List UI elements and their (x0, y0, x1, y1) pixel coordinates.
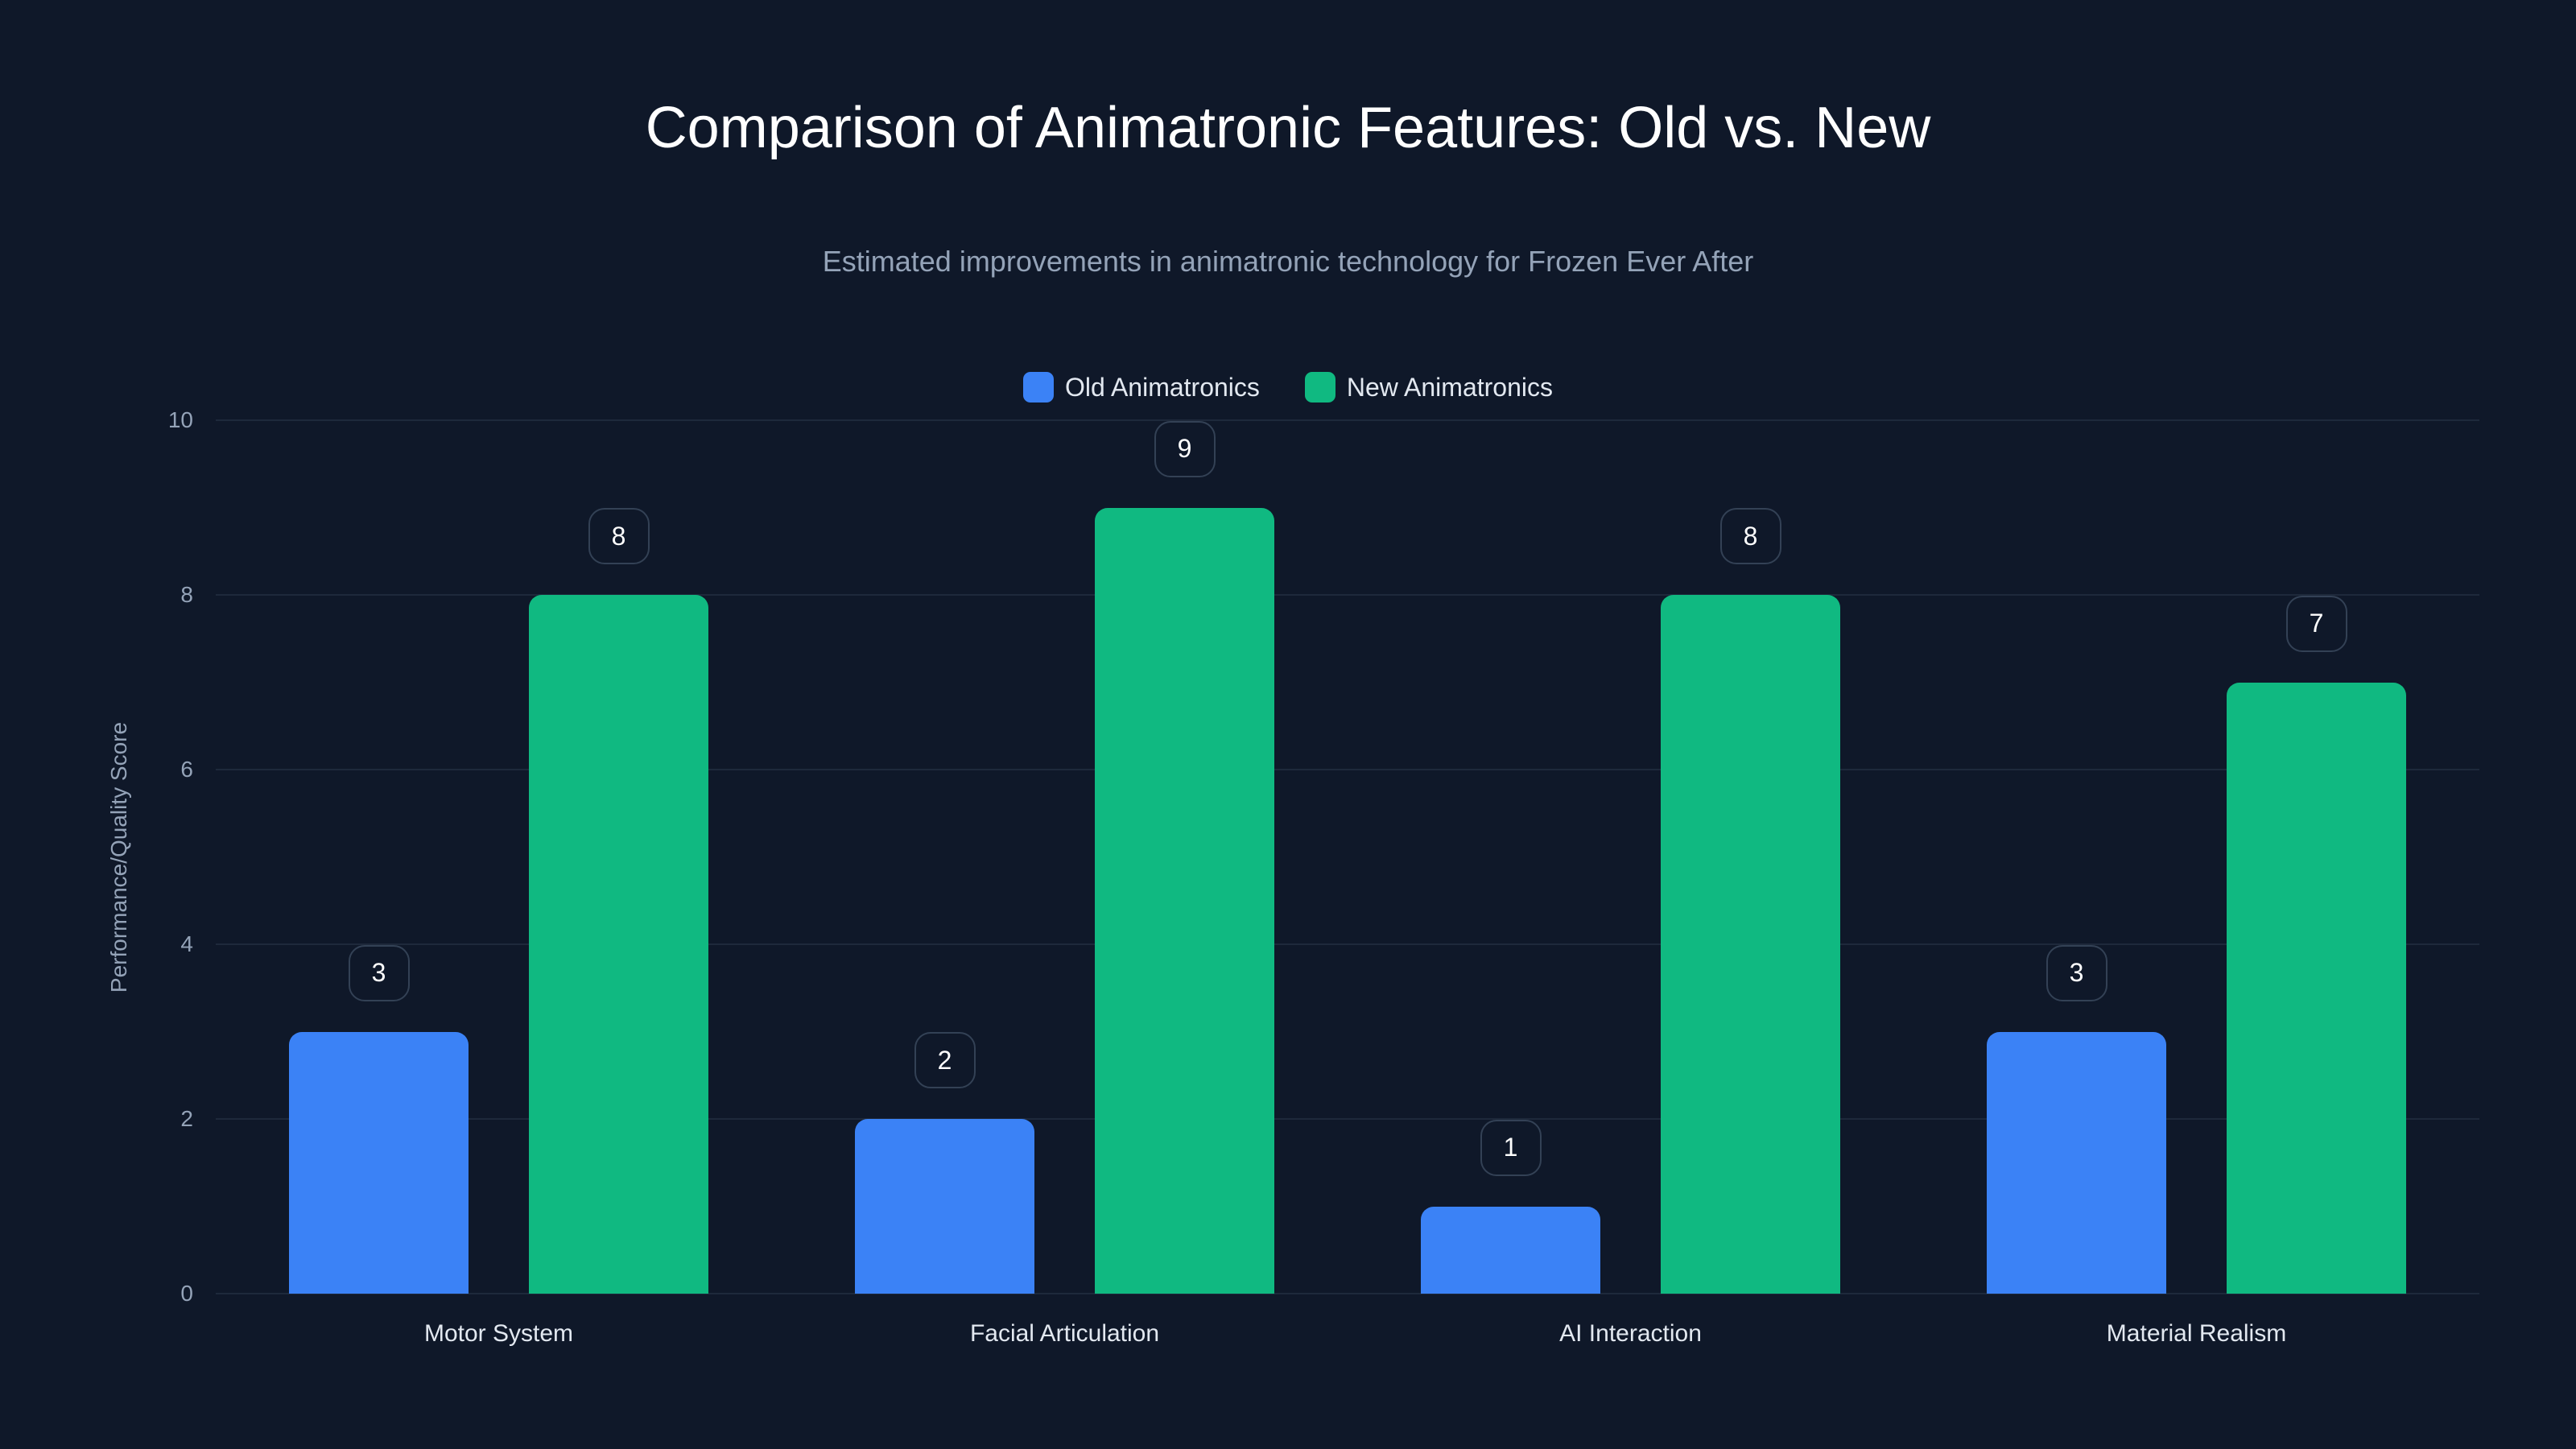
gridline (216, 1293, 2479, 1294)
y-tick-label: 4 (180, 931, 193, 956)
bar-old[interactable] (1421, 1206, 1600, 1294)
gridline (216, 419, 2479, 421)
chart-subtitle: Estimated improvements in animatronic te… (822, 245, 1754, 278)
chart-title: Comparison of Animatronic Features: Old … (645, 96, 1931, 160)
bar-old[interactable] (855, 1119, 1034, 1294)
gridline (216, 594, 2479, 596)
x-tick-label: Facial Articulation (969, 1320, 1160, 1347)
x-tick-label: Material Realism (2106, 1320, 2287, 1347)
data-label: 9 (1154, 420, 1216, 477)
legend-label-old: Old Animatronics (1065, 372, 1260, 402)
bar-new[interactable] (529, 595, 708, 1294)
data-label: 8 (588, 508, 650, 564)
y-tick-label: 2 (180, 1106, 193, 1131)
y-tick-label: 0 (180, 1281, 193, 1306)
data-label: 1 (1480, 1119, 1542, 1176)
y-tick-label: 8 (180, 582, 193, 607)
x-tick-label: AI Interaction (1559, 1320, 1702, 1347)
legend-swatch-new-icon (1304, 372, 1335, 402)
gridline (216, 943, 2479, 945)
y-axis-label: Performance/Quality Score (106, 721, 131, 993)
data-label: 7 (2285, 595, 2347, 652)
legend: Old Animatronics New Animatronics (0, 372, 2576, 402)
legend-item-new[interactable]: New Animatronics (1304, 372, 1553, 402)
plot-area: 3 8 2 9 1 8 3 7 (216, 419, 2479, 1294)
bar-new[interactable] (1661, 595, 1840, 1294)
legend-label-new: New Animatronics (1346, 372, 1553, 402)
data-label: 3 (348, 944, 410, 1001)
y-tick-label: 6 (180, 757, 193, 782)
gridline (216, 769, 2479, 770)
data-label: 8 (1719, 508, 1781, 564)
legend-item-old[interactable]: Old Animatronics (1023, 372, 1260, 402)
data-label: 3 (2046, 944, 2107, 1001)
bar-old[interactable] (1987, 1031, 2166, 1294)
legend-swatch-old-icon (1023, 372, 1055, 402)
bar-new[interactable] (1095, 507, 1274, 1294)
bar-new[interactable] (2227, 682, 2406, 1294)
bar-old[interactable] (289, 1031, 469, 1294)
data-label: 2 (914, 1032, 976, 1088)
gridline (216, 1118, 2479, 1120)
x-tick-label: Motor System (423, 1320, 574, 1347)
y-tick-label: 10 (167, 407, 193, 432)
